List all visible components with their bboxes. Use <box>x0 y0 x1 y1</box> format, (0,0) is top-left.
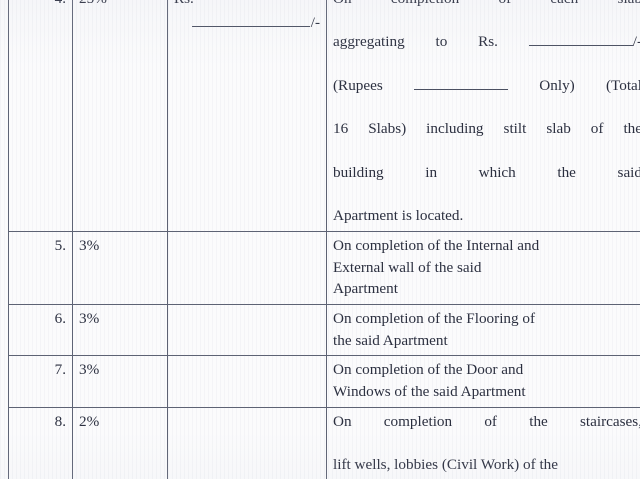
cell-amount <box>167 406 327 479</box>
description-line: Apartment <box>333 280 398 298</box>
description-line: On completion of each slab <box>333 0 640 31</box>
description-line: On completion of the Flooring of <box>333 310 536 328</box>
amount-suffix: /- <box>632 33 640 51</box>
description-text: Only) (Total <box>539 76 640 94</box>
cell-sr-no: 8. <box>8 406 73 479</box>
description-line: 16 Slabs) including stilt slab of the <box>333 120 640 138</box>
cell-description: On completion of each slab aggregating t… <box>326 0 640 232</box>
cell-amount: Rs. /- <box>167 0 327 232</box>
description-line: External wall of the said <box>333 258 482 276</box>
cell-description: On completion of the Flooring of the sai… <box>326 304 640 357</box>
cell-amount <box>167 355 327 408</box>
cell-percentage: 3% <box>72 355 168 408</box>
description-line: aggregating to Rs. /- <box>333 31 640 74</box>
amount-suffix: /- <box>310 14 320 32</box>
description-text: (Rupees <box>333 76 383 94</box>
description-line: the said Apartment <box>333 331 448 349</box>
amount-fill-line: /- <box>174 12 320 34</box>
description-line: Windows of the said Apartment <box>333 383 526 401</box>
description-line: On completion of the Door and <box>333 361 524 379</box>
cell-description: On completion of the Internal and Extern… <box>326 230 640 306</box>
table-row: 7. 3% On completion of the Door and Wind… <box>8 355 640 408</box>
description-line: Apartment is located. <box>333 207 464 225</box>
payment-schedule-table: Apartment is located 4. 25% Rs. /- On co… <box>8 0 640 479</box>
cell-sr-no: 7. <box>8 355 73 408</box>
cell-description: On completion of the staircases, lift we… <box>326 406 640 479</box>
cell-percentage: 25% <box>72 0 168 232</box>
description-line: On completion of the Internal and <box>333 236 540 254</box>
cell-sr-no: 4. <box>8 0 73 232</box>
cell-percentage: 3% <box>72 304 168 357</box>
cell-percentage: 2% <box>72 406 168 479</box>
cell-description: On completion of the Door and Windows of… <box>326 355 640 408</box>
description-line: lift wells, lobbies (Civil Work) of the <box>333 456 559 474</box>
cell-sr-no: 5. <box>8 230 73 306</box>
cell-amount <box>167 304 327 357</box>
description-line: (Rupees Only) (Total <box>333 75 640 118</box>
table-row: 8. 2% On completion of the staircases, l… <box>8 406 640 479</box>
table-row: 5. 3% On completion of the Internal and … <box>8 230 640 306</box>
description-line: building in which the said <box>333 163 640 181</box>
description-text: aggregating to Rs. <box>333 33 498 51</box>
amount-currency-label: Rs. <box>174 0 320 9</box>
amount-fill-blank[interactable] <box>191 13 310 28</box>
table-row: 6. 3% On completion of the Flooring of t… <box>8 304 640 357</box>
cell-sr-no: 6. <box>8 304 73 357</box>
description-line: On completion of the staircases, <box>333 412 640 430</box>
cell-amount <box>167 230 327 306</box>
amount-fill-blank[interactable] <box>528 31 633 47</box>
table-row: 4. 25% Rs. /- On completion of each slab… <box>8 0 640 232</box>
cell-percentage: 3% <box>72 230 168 306</box>
rupees-words-fill-blank[interactable] <box>414 75 509 90</box>
